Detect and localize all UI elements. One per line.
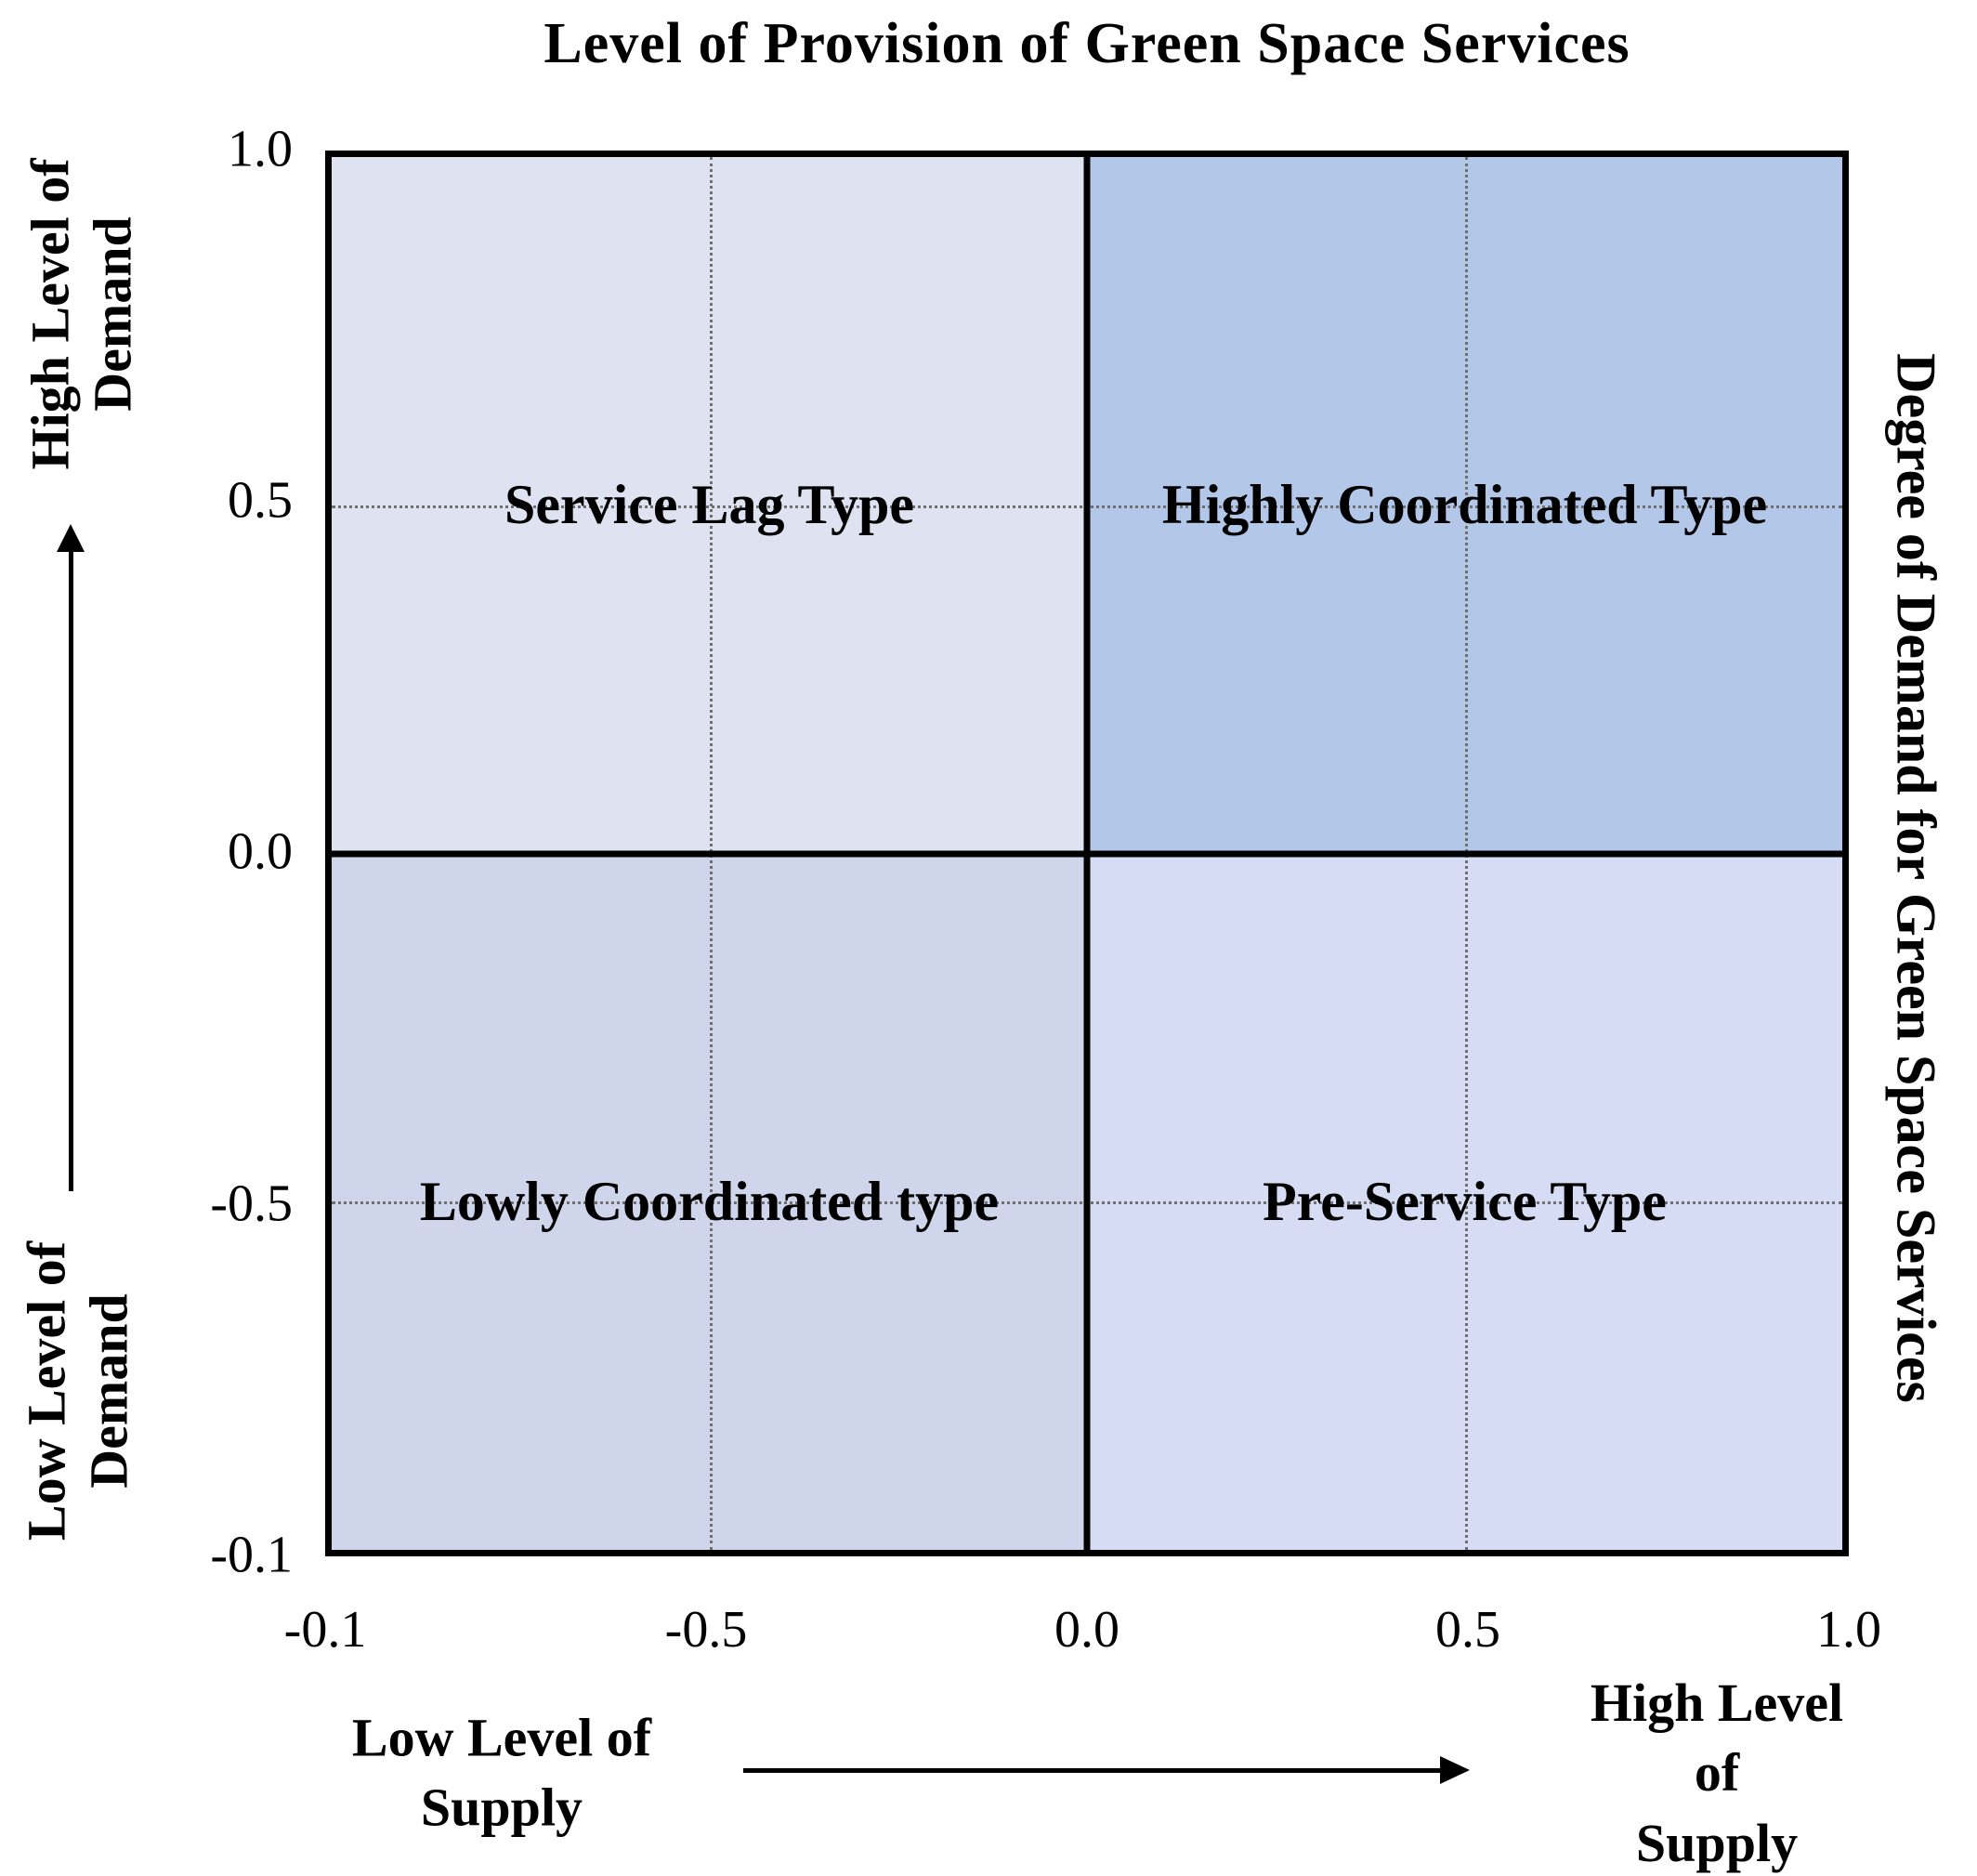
y-axis-tick: 1.0 xyxy=(228,120,293,178)
x-axis-tick: 0.5 xyxy=(1435,1601,1500,1659)
chart-title: Level of Provision of Green Space Servic… xyxy=(543,12,1630,75)
quadrant-label-pre-service: Pre-Service Type xyxy=(1263,1170,1667,1232)
plot-area: Service Lag Type Highly Coordinated Type… xyxy=(325,151,1849,1556)
y-axis-low-demand-label: Low Level of Demand xyxy=(16,1240,138,1541)
quadrant-label-service-lag: Service Lag Type xyxy=(504,474,915,536)
quadrant-label-highly-coordinated: Highly Coordinated Type xyxy=(1161,474,1768,536)
x-axis-tick: 0.0 xyxy=(1054,1601,1119,1659)
x-axis-low-supply-label: Low Level of Supply xyxy=(351,1707,652,1838)
x-axis-tick: -0.5 xyxy=(664,1601,748,1659)
x-axis-tick: -0.1 xyxy=(283,1601,367,1659)
y-axis-high-demand-label: High Level of Demand xyxy=(20,158,142,470)
y-zero-boundary-line xyxy=(332,850,1842,857)
x-axis-high-supply-label: High Level of Supply xyxy=(1590,1672,1844,1873)
y-axis-tick: 0.0 xyxy=(228,822,293,881)
x-axis-tick: 1.0 xyxy=(1816,1601,1881,1659)
y-axis-tick: -0.5 xyxy=(210,1174,293,1233)
up-arrow-shaft xyxy=(69,550,73,1191)
quadrant-label-lowly-coordinated: Lowly Coordinated type xyxy=(419,1170,1000,1232)
right-arrow-head xyxy=(1440,1756,1470,1784)
up-arrow-head xyxy=(57,524,85,552)
right-arrow-shaft xyxy=(743,1768,1442,1773)
y-axis-tick: -0.1 xyxy=(210,1526,293,1584)
y-axis-right-title: Degree of Demand for Green Space Service… xyxy=(1885,353,1947,1403)
y-axis-tick: 0.5 xyxy=(228,471,293,530)
